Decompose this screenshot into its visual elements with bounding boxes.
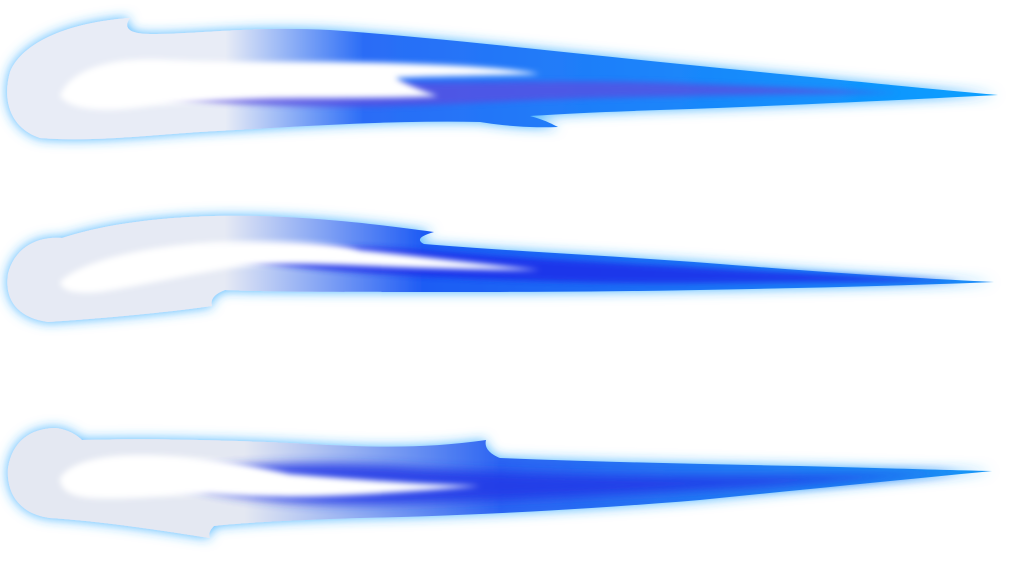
- bottom-streak-white-core: [60, 454, 480, 499]
- middle-comet-streak: [7, 215, 994, 322]
- top-comet-streak: [7, 18, 999, 140]
- middle-streak-white-core: [60, 241, 540, 293]
- top-streak-white-core: [60, 59, 540, 110]
- bottom-comet-streak: [7, 428, 992, 538]
- top-streak-body: [7, 18, 999, 140]
